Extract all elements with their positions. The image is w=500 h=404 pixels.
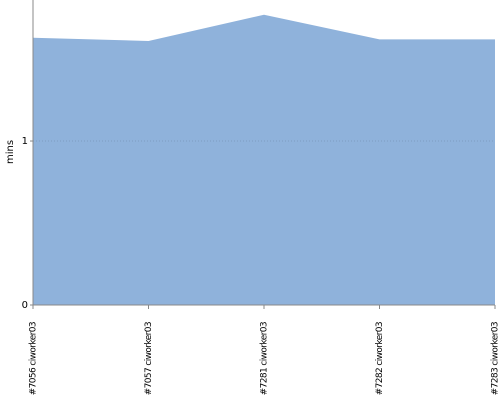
y-tick-label: 0: [22, 300, 28, 311]
x-tick-label: #7283 ciworker03: [491, 322, 500, 395]
x-tick-label: #7282 ciworker03: [375, 322, 385, 395]
y-axis-label: mins: [5, 140, 16, 164]
x-tick-label: #7057 ciworker03: [144, 322, 154, 395]
y-tick-label: 1: [22, 136, 28, 147]
x-tick-label: #7281 ciworker03: [260, 322, 270, 395]
area: [33, 15, 495, 305]
x-tick-label: #7056 ciworker03: [29, 322, 39, 395]
